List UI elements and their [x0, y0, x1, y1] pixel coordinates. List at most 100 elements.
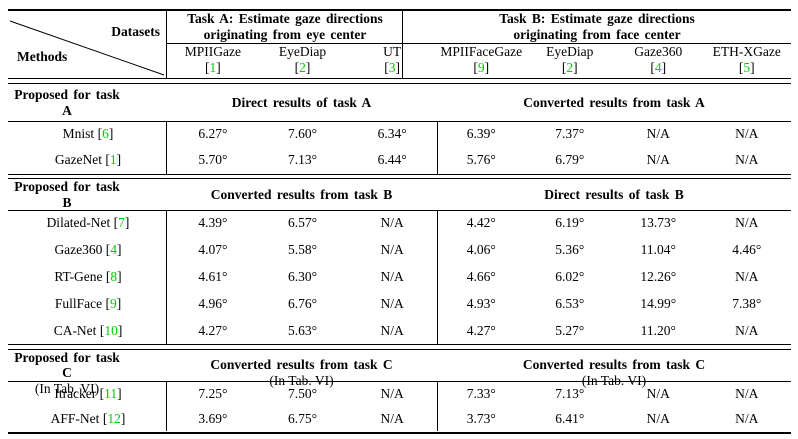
method-cell: RT-Gene [8]	[8, 269, 168, 285]
value-cell: 7.50°	[288, 385, 318, 401]
method-name: FullFace	[54, 295, 103, 311]
section-a-mid-header: Direct results of task A	[231, 94, 372, 110]
dataset-column-header: MPIIGaze [1]	[168, 44, 258, 76]
header-divider-task-ab	[402, 9, 403, 78]
citation-link[interactable]: 9	[109, 295, 117, 311]
value-cell: N/A	[380, 268, 404, 284]
value-cell: 7.25°	[198, 385, 228, 401]
section-c-left-subtitle: (In Tab. VI)	[34, 380, 100, 396]
value-cell: 7.37°	[555, 126, 585, 142]
section-a-band: Proposed for task A Direct results of ta…	[8, 84, 791, 121]
value-cell: 6.30°	[288, 268, 318, 284]
value-cell: 4.27°	[198, 322, 228, 338]
value-cell: 5.70°	[198, 152, 228, 168]
value-cell: 14.99°	[640, 295, 677, 311]
body-c-divider-mid	[437, 381, 438, 431]
bracket: [	[473, 60, 478, 75]
section-b-band: Proposed for task B Converted results fr…	[8, 179, 791, 210]
double-rule-header-2	[8, 83, 791, 85]
table-row: Itracker [11] 7.25° 7.50° N/A 7.33° 7.13…	[8, 386, 791, 402]
bracket: [	[738, 60, 744, 75]
value-cell: 5.58°	[288, 242, 318, 258]
bracket: ]	[117, 268, 122, 284]
citation-link[interactable]: 12	[107, 410, 121, 426]
value-cell: N/A	[735, 385, 759, 401]
task-b-title-line2: originating from face center	[513, 27, 681, 42]
body-b-divider-left	[166, 210, 167, 344]
value-cell: 6.39°	[466, 126, 496, 142]
value-cell: 5.36°	[555, 242, 585, 258]
bracket: [	[204, 60, 210, 75]
bracket: [	[294, 60, 300, 75]
value-cell: 6.27°	[198, 126, 228, 142]
section-c-right-subtitle: (In Tab. VI)	[581, 372, 647, 388]
value-cell: N/A	[646, 385, 670, 401]
bracket: [	[113, 215, 119, 231]
citation-link[interactable]: 7	[118, 215, 125, 231]
citation-link[interactable]: 9	[477, 60, 485, 75]
double-rule-a-2	[8, 178, 791, 180]
section-a-left-header: Proposed for task A	[14, 87, 120, 118]
value-cell: 4.61°	[198, 268, 228, 284]
bracket: ]	[395, 60, 401, 75]
method-cell: Gaze360 [4]	[8, 242, 168, 258]
value-cell: 5.27°	[555, 322, 585, 338]
body-b-divider-mid	[437, 210, 438, 344]
bracket: ]	[750, 60, 755, 75]
dataset-name: MPIIGaze	[184, 44, 241, 59]
citation-link[interactable]: 5	[743, 60, 751, 75]
citation-link[interactable]: 1	[109, 152, 117, 168]
value-cell: N/A	[380, 215, 404, 231]
dataset-name: EyeDiap	[278, 44, 327, 59]
value-cell: 3.69°	[198, 410, 228, 426]
citation-link[interactable]: 8	[110, 268, 118, 284]
citation-link[interactable]: 2	[566, 60, 574, 75]
table-row: RT-Gene [8] 4.61° 6.30° N/A 4.66° 6.02° …	[8, 269, 791, 285]
citation-link[interactable]: 6	[102, 126, 109, 142]
section-c-left-header: Proposed for task C (In Tab. VI)	[8, 350, 166, 397]
citation-link[interactable]: 3	[388, 60, 396, 75]
method-name: Gaze360	[54, 242, 103, 258]
method-cell: Dilated-Net [7]	[8, 215, 168, 231]
dataset-column-header: UT [3]	[347, 44, 437, 76]
bracket: ]	[117, 385, 122, 401]
section-b-left-header: Proposed for task B	[14, 179, 120, 210]
section-a-body: Mnist [6] 6.27° 7.60° 6.34° 6.39° 7.37° …	[8, 121, 791, 174]
table-row: FullFace [9] 4.96° 6.76° N/A 4.93° 6.53°…	[8, 296, 791, 312]
value-cell: 11.04°	[640, 242, 676, 258]
value-cell: N/A	[646, 152, 670, 168]
citation-link[interactable]: 11	[104, 385, 118, 401]
bracket: [	[384, 60, 389, 75]
value-cell: 4.07°	[198, 242, 228, 258]
rule-bottom	[8, 431, 791, 434]
bracket: [	[105, 242, 111, 258]
bracket: ]	[117, 322, 123, 338]
value-cell: 5.63°	[288, 322, 318, 338]
value-cell: 11.20°	[640, 322, 676, 338]
dataset-column-header: MPIIFaceGaze [9]	[437, 44, 526, 76]
value-cell: N/A	[735, 322, 759, 338]
bracket: ]	[117, 242, 122, 258]
value-cell: 6.53°	[555, 295, 585, 311]
body-a-divider-mid	[437, 121, 438, 174]
value-cell: N/A	[646, 126, 670, 142]
value-cell: 4.93°	[466, 295, 496, 311]
citation-link[interactable]: 10	[104, 322, 118, 338]
value-cell: 13.73°	[640, 215, 677, 231]
dataset-header-row: MPIIGaze [1] EyeDiap [2] UT [3] MPIIFace…	[168, 44, 791, 76]
section-c-mid-subtitle: (In Tab. VI)	[269, 372, 334, 388]
bracket: [	[561, 60, 567, 75]
bracket: [	[105, 268, 111, 284]
bracket: ]	[661, 60, 667, 75]
bracket: [	[99, 322, 105, 338]
bracket: [	[650, 60, 655, 75]
citation-link[interactable]: 4	[654, 60, 662, 75]
citation-link[interactable]: 1	[209, 60, 217, 75]
bracket: ]	[484, 60, 490, 75]
section-c-left-title: Proposed for task C	[14, 349, 120, 381]
citation-link[interactable]: 4	[110, 242, 118, 258]
citation-link[interactable]: 2	[299, 60, 306, 75]
dataset-column-header: Gaze360 [4]	[614, 44, 703, 76]
value-cell: N/A	[735, 410, 759, 426]
value-cell: 6.19°	[555, 215, 585, 231]
